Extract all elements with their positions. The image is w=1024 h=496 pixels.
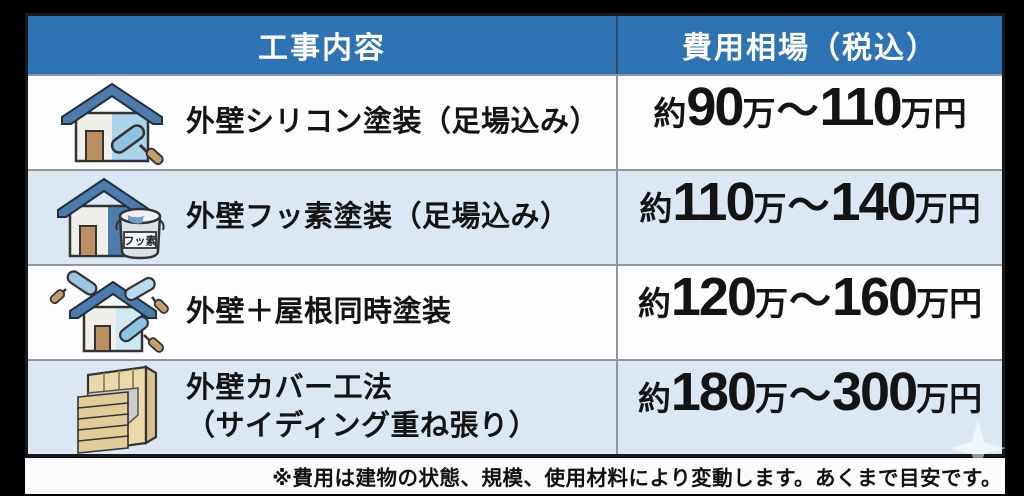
table-row: フッ素 外壁フッ素塗装（足場込み） 約 110 万 ～ 140 万円 xyxy=(28,169,1002,264)
price-unit-yen: 万円 xyxy=(916,285,983,322)
work-label-line2: （サイディング重ね張り） xyxy=(186,409,538,442)
cost-comparison-table: 工事内容 費用相場（税込） 外壁シリコン塗装 xyxy=(25,13,1005,457)
header-cost-estimate: 費用相場（税込） xyxy=(616,16,1002,74)
price-unit: 万 xyxy=(742,95,776,132)
siding-cover-wall-icon xyxy=(54,364,170,454)
work-cell: フッ素 外壁フッ素塗装（足場込み） xyxy=(28,171,616,264)
house-silicon-paint-icon xyxy=(54,79,170,167)
price-low: 110 xyxy=(672,172,755,232)
table-header-row: 工事内容 費用相場（税込） xyxy=(28,16,1002,74)
price-high: 140 xyxy=(830,172,917,232)
price-low: 120 xyxy=(670,267,757,327)
price-tilde: ～ xyxy=(776,87,819,134)
work-cell: 外壁シリコン塗装（足場込み） xyxy=(28,76,616,169)
price-high: 160 xyxy=(832,267,918,327)
price-tilde: ～ xyxy=(788,277,831,324)
price-approx: 約 xyxy=(637,380,671,417)
disclaimer-note: ※費用は建物の状態、規模、使用材料により変動します。あくまで目安です。 xyxy=(25,458,1005,494)
price-high: 300 xyxy=(832,362,918,422)
cost-cell: 約 90 万 ～ 110 万円 xyxy=(616,76,1002,169)
price-low: 180 xyxy=(670,362,757,422)
cost-cell: 約 120 万 ～ 160 万円 xyxy=(616,266,1002,359)
price-unit: 万 xyxy=(754,380,788,417)
price-unit-yen: 万円 xyxy=(900,95,967,132)
price-approx: 約 xyxy=(639,190,673,227)
work-label: 外壁＋屋根同時塗装 xyxy=(186,294,452,332)
work-label: 外壁シリコン塗装（足場込み） xyxy=(186,104,599,142)
work-cell: 外壁＋屋根同時塗装 xyxy=(28,266,616,359)
table-row: 外壁＋屋根同時塗装 約 120 万 ～ 160 万円 xyxy=(28,264,1002,359)
table-row: 外壁シリコン塗装（足場込み） 約 90 万 ～ 110 万円 xyxy=(28,74,1002,169)
price-approx: 約 xyxy=(653,95,687,132)
price-unit-yen: 万円 xyxy=(914,190,981,227)
header-work-content: 工事内容 xyxy=(258,32,386,65)
work-label-line1: 外壁カバー工法 xyxy=(186,371,393,404)
house-roof-wall-paint-icon xyxy=(49,269,170,357)
work-label: 外壁カバー工法 （サイディング重ね張り） xyxy=(186,370,538,445)
cost-cell: 約 180 万 ～ 300 万円 xyxy=(616,361,1002,454)
price-approx: 約 xyxy=(637,285,671,322)
price-unit-yen: 万円 xyxy=(916,380,983,417)
price-unit: 万 xyxy=(754,285,788,322)
price-tilde: ～ xyxy=(788,372,831,419)
work-label-line1: 外壁シリコン塗装（足場込み） xyxy=(186,105,600,138)
work-label: 外壁フッ素塗装（足場込み） xyxy=(186,199,570,237)
price-unit: 万 xyxy=(753,190,787,227)
work-label-line1: 外壁＋屋根同時塗装 xyxy=(186,295,452,328)
price-high: 110 xyxy=(819,77,902,137)
price-tilde: ～ xyxy=(787,182,830,229)
table-row: 外壁カバー工法 （サイディング重ね張り） 約 180 万 ～ 300 万円 xyxy=(28,359,1002,454)
house-fluorine-paint-icon: フッ素 xyxy=(54,174,170,262)
cost-cell: 約 110 万 ～ 140 万円 xyxy=(616,171,1002,264)
paint-can-label: フッ素 xyxy=(124,233,157,247)
work-label-line1: 外壁フッ素塗装（足場込み） xyxy=(186,200,570,233)
work-cell: 外壁カバー工法 （サイディング重ね張り） xyxy=(28,361,616,454)
price-low: 90 xyxy=(686,77,744,137)
